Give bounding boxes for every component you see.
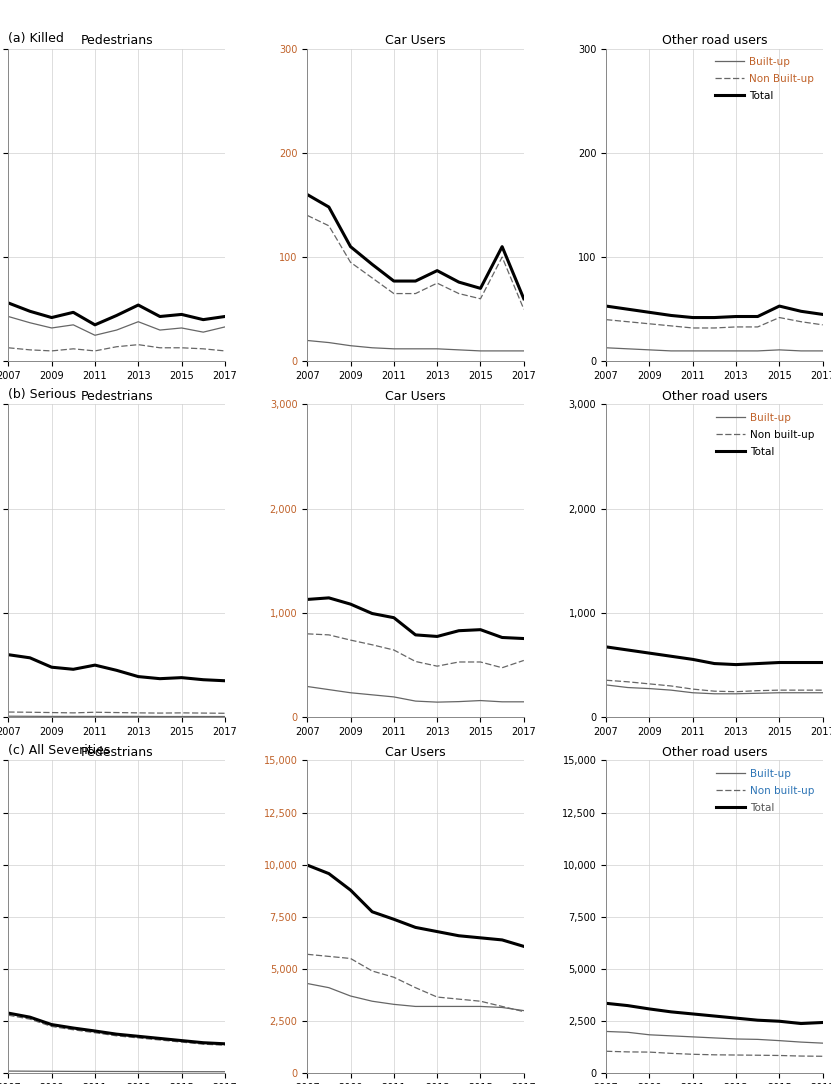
Legend: Built-up, Non built-up, Total: Built-up, Non built-up, Total (712, 765, 818, 816)
Text: (b) Serious: (b) Serious (8, 388, 76, 401)
Legend: Built-up, Non Built-up, Total: Built-up, Non Built-up, Total (712, 54, 818, 104)
Legend: Built-up, Non built-up, Total: Built-up, Non built-up, Total (712, 410, 818, 461)
Title: Other road users: Other road users (661, 746, 767, 759)
Title: Car Users: Car Users (386, 35, 445, 48)
Title: Pedestrians: Pedestrians (81, 390, 153, 403)
Title: Other road users: Other road users (661, 35, 767, 48)
Title: Pedestrians: Pedestrians (81, 746, 153, 759)
Title: Pedestrians: Pedestrians (81, 35, 153, 48)
Text: (a) Killed: (a) Killed (8, 33, 64, 46)
Title: Car Users: Car Users (386, 390, 445, 403)
Title: Other road users: Other road users (661, 390, 767, 403)
Text: (c) All Severities: (c) All Severities (8, 744, 111, 757)
Title: Car Users: Car Users (386, 746, 445, 759)
